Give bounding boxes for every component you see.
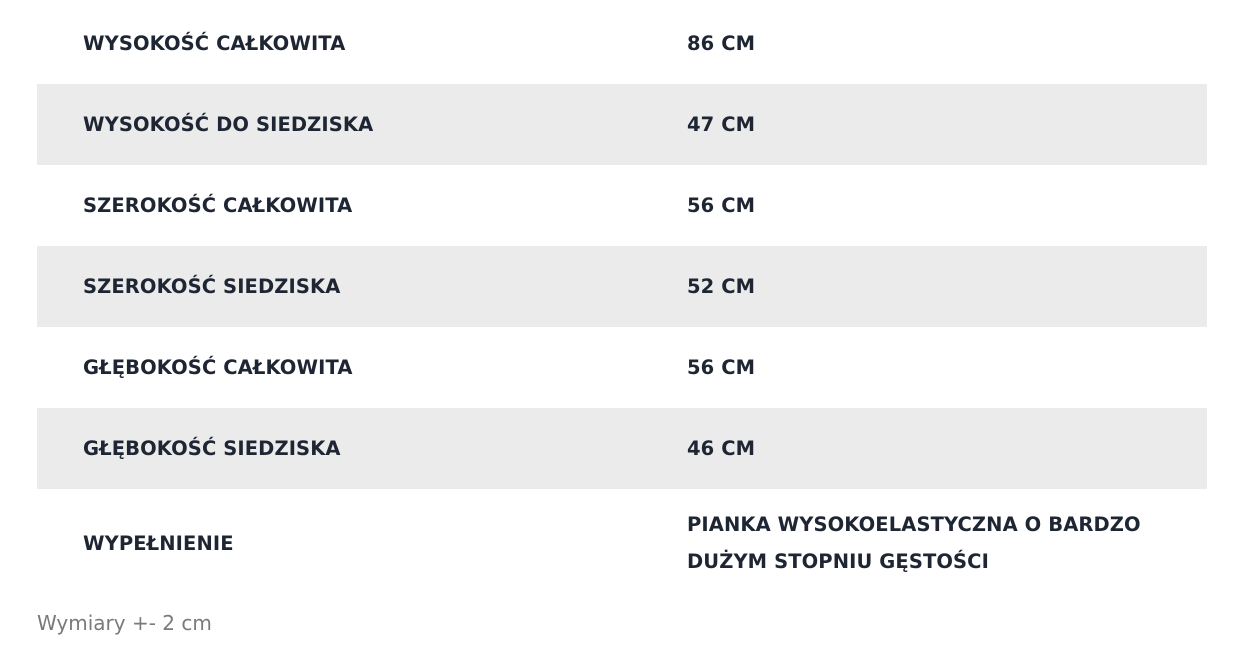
- table-row: SZEROKOŚĆ SIEDZISKA 52 CM: [37, 246, 1207, 327]
- dimensions-tolerance-note: Wymiary +- 2 cm: [37, 611, 212, 635]
- spec-value-total-depth: 56 CM: [687, 356, 756, 379]
- spec-value-seat-height: 47 CM: [687, 113, 756, 136]
- table-row: GŁĘBOKOŚĆ SIEDZISKA 46 CM: [37, 408, 1207, 489]
- table-row: SZEROKOŚĆ CAŁKOWITA 56 CM: [37, 165, 1207, 246]
- spec-value-seat-depth: 46 CM: [687, 437, 756, 460]
- table-row: WYPEŁNIENIE PIANKA WYSOKOELASTYCZNA O BA…: [37, 489, 1207, 597]
- spec-label-total-width: SZEROKOŚĆ CAŁKOWITA: [83, 194, 353, 217]
- spec-label-seat-depth: GŁĘBOKOŚĆ SIEDZISKA: [83, 437, 341, 460]
- spec-label-total-height: WYSOKOŚĆ CAŁKOWITA: [83, 32, 346, 55]
- spec-label-seat-width: SZEROKOŚĆ SIEDZISKA: [83, 275, 341, 298]
- spec-label-seat-height: WYSOKOŚĆ DO SIEDZISKA: [83, 113, 374, 136]
- table-row: GŁĘBOKOŚĆ CAŁKOWITA 56 CM: [37, 327, 1207, 408]
- spec-value-total-height: 86 CM: [687, 32, 756, 55]
- spec-value-filling: PIANKA WYSOKOELASTYCZNA O BARDZO DUŻYM S…: [687, 513, 1141, 573]
- spec-label-filling: WYPEŁNIENIE: [83, 531, 234, 555]
- spec-label-total-depth: GŁĘBOKOŚĆ CAŁKOWITA: [83, 356, 353, 379]
- table-row: WYSOKOŚĆ CAŁKOWITA 86 CM: [37, 3, 1207, 84]
- spec-value-total-width: 56 CM: [687, 194, 756, 217]
- spec-value-seat-width: 52 CM: [687, 275, 756, 298]
- dimensions-table: WYSOKOŚĆ CAŁKOWITA 86 CM WYSOKOŚĆ DO SIE…: [37, 3, 1207, 597]
- table-row: WYSOKOŚĆ DO SIEDZISKA 47 CM: [37, 84, 1207, 165]
